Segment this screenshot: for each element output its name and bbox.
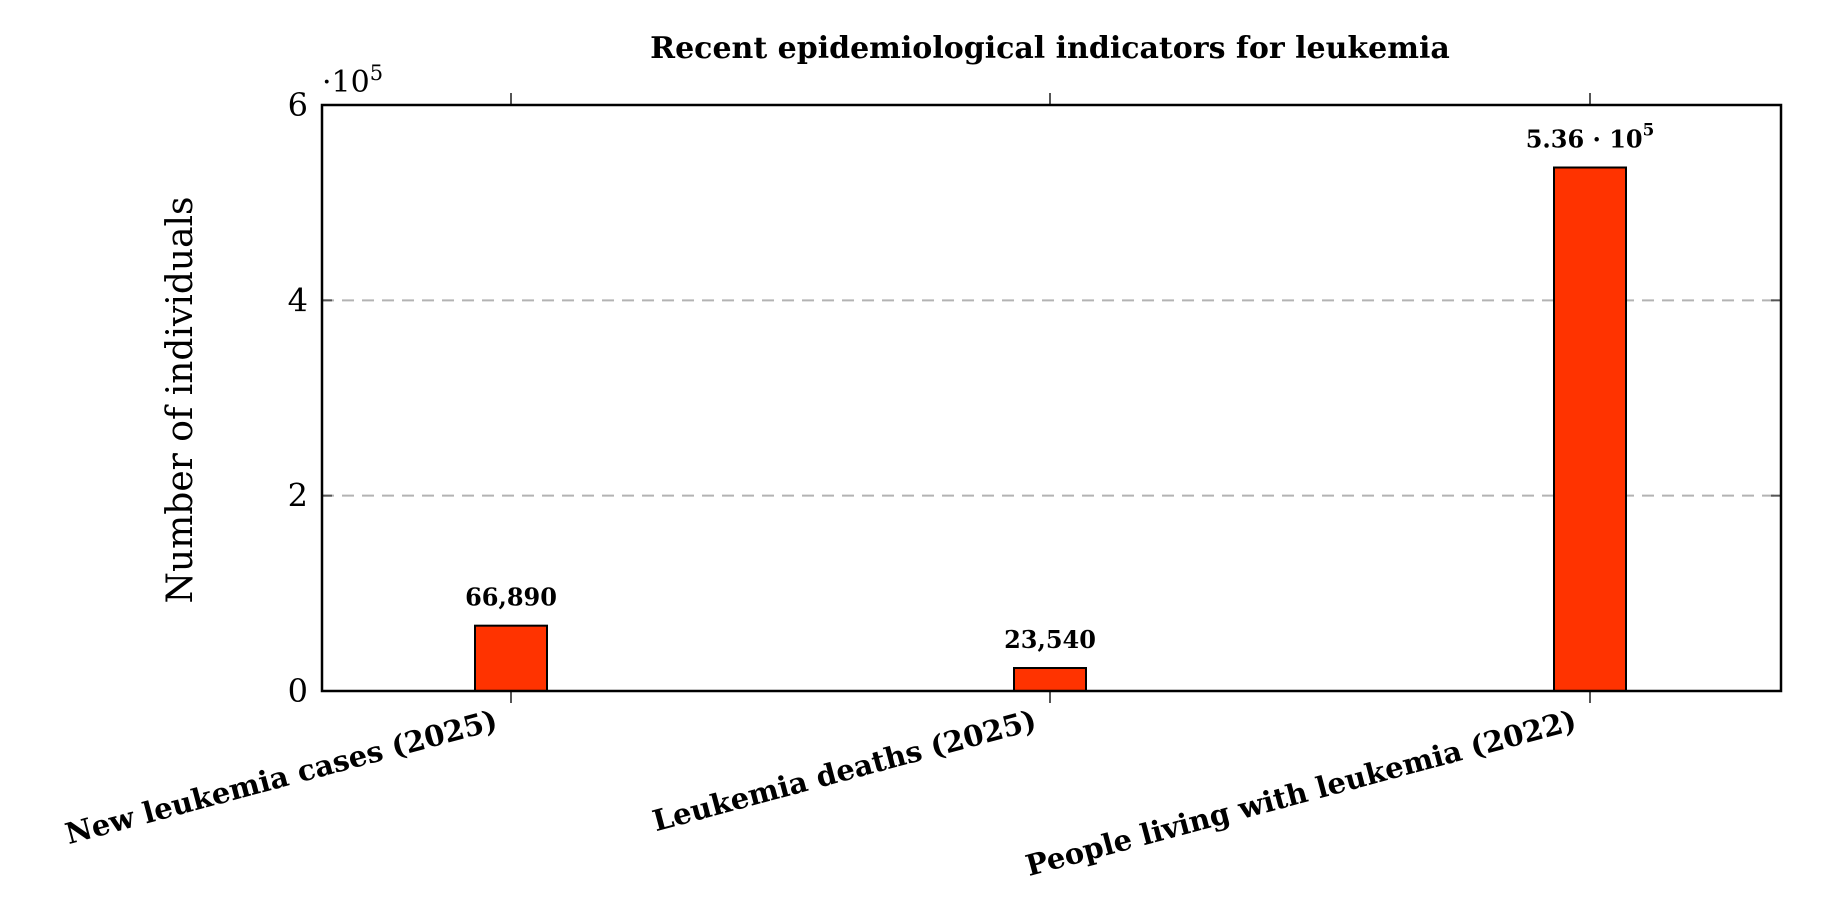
y-tick-label: 6 <box>288 86 308 124</box>
y-tick-label: 0 <box>288 672 308 710</box>
x-tick-label: New leukemia cases (2025) <box>62 703 501 851</box>
data-label: 66,890 <box>465 583 557 612</box>
y-axis-label: Number of individuals <box>160 196 201 603</box>
data-label: 23,540 <box>1004 625 1096 654</box>
x-tick-label: Leukemia deaths (2025) <box>649 703 1040 838</box>
data-label: 5.36 · 105 <box>1526 120 1655 154</box>
bar <box>1553 166 1627 693</box>
bar <box>1013 667 1087 693</box>
tick-labels: 0 2 4 6 66,890 New leukemia cases (2025) 23,54… <box>62 86 1655 883</box>
bar <box>474 624 548 693</box>
grid-lines <box>322 299 1781 497</box>
plot-frame <box>320 103 1783 693</box>
x-tick-label: People living with leukemia (2022) <box>1022 703 1580 883</box>
axis-ticks <box>322 93 1781 703</box>
y-axis-scale-label: ·105 <box>322 61 383 100</box>
y-tick-label: 4 <box>288 281 308 319</box>
y-tick-label: 2 <box>288 477 308 515</box>
chart-title: Recent epidemiological indicators for le… <box>650 31 1450 66</box>
bars <box>474 166 1627 693</box>
